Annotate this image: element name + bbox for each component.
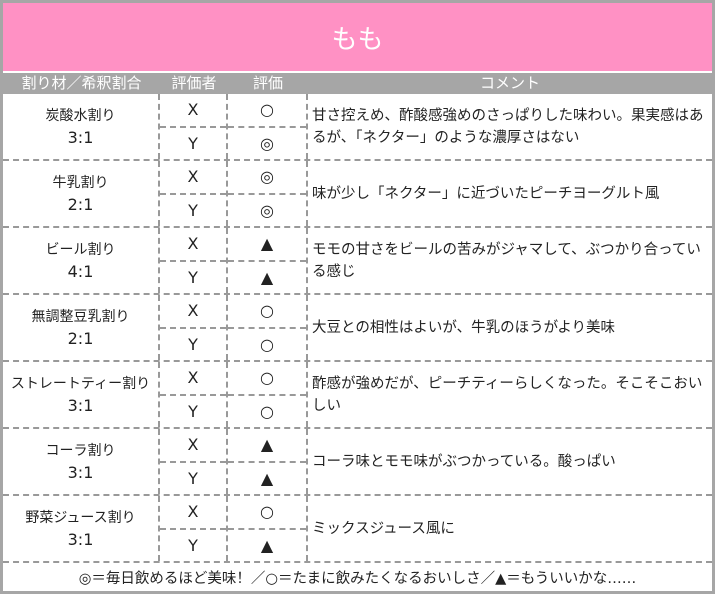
comment: コーラ味とモモ味がぶつかっている。酸っぱい: [312, 453, 616, 470]
mixer-name: 炭酸水割り: [45, 107, 116, 124]
rating-y: ○: [260, 334, 274, 354]
mixer-cell: 野菜ジュース割り 3:1: [3, 496, 160, 561]
comment: モモの甘さをビールの苦みがジャマして、ぶつかり合っている感じ: [312, 241, 701, 280]
mixer-cell: 炭酸水割り 3:1: [3, 94, 160, 159]
mix-ratio: 3:1: [67, 462, 94, 482]
header-rater: 評価者: [171, 74, 217, 92]
mixer-name: コーラ割り: [45, 442, 116, 459]
rater-y: Y: [188, 334, 198, 354]
comment: 味が少し「ネクター」に近づいたピーチヨーグルト風: [312, 185, 660, 202]
header-rating: 評価: [252, 74, 283, 92]
rating-cell: ○ ◎: [228, 94, 308, 159]
rater-y: Y: [188, 267, 198, 287]
mixer-cell: 牛乳割り 2:1: [3, 161, 160, 226]
rating-x: ○: [228, 496, 306, 530]
mixer-name: 無調整豆乳割り: [31, 308, 130, 325]
header-mixer: 割り材／希釈割合: [21, 74, 142, 92]
rating-y: ▲: [260, 535, 274, 555]
rating-x: ○: [228, 362, 306, 396]
mixer-name: 野菜ジュース割り: [25, 509, 136, 526]
rater-x: X: [160, 228, 226, 262]
rater-y: Y: [188, 535, 198, 555]
mixer-cell: 無調整豆乳割り 2:1: [3, 295, 160, 360]
rater-x: X: [160, 94, 226, 128]
rater-y: Y: [188, 133, 198, 153]
rater-x: X: [160, 295, 226, 329]
header-comment: コメント: [479, 74, 540, 92]
comment: ミックスジュース風に: [312, 520, 455, 537]
mixer-cell: ストレートティー割り 3:1: [3, 362, 160, 427]
rater-x: X: [160, 161, 226, 195]
comment: 酢感が強めだが、ピーチティーらしくなった。そこそこおいしい: [312, 375, 703, 414]
legend: ◎＝毎日飲めるほど美味！／○＝たまに飲みたくなるおいしさ／▲＝もういいかな……: [78, 570, 637, 587]
mix-ratio: 2:1: [67, 328, 94, 348]
comment: 大豆との相性はよいが、牛乳のほうがより美味: [312, 319, 616, 336]
table-title: もも: [3, 3, 712, 71]
rating-x: ○: [228, 295, 306, 329]
rating-x: ○: [228, 94, 306, 128]
mixer-name: ストレートティー割り: [10, 375, 151, 392]
rating-cell: ○ ○: [228, 295, 308, 360]
rating-x: ▲: [228, 429, 306, 463]
mixer-name: ビール割り: [45, 241, 116, 258]
rater-y: Y: [188, 468, 198, 488]
mix-ratio: 3:1: [67, 127, 94, 147]
rating-cell: ○ ▲: [228, 496, 308, 561]
mix-ratio: 4:1: [67, 261, 94, 281]
rating-cell: ◎ ◎: [228, 161, 308, 226]
header-row: 割り材／希釈割合 評価者 評価 コメント: [3, 71, 712, 94]
rating-cell: ○ ○: [228, 362, 308, 427]
rater-y: Y: [188, 200, 198, 220]
rating-y: ○: [260, 401, 274, 421]
rating-cell: ▲ ▲: [228, 429, 308, 494]
rating-y: ◎: [260, 133, 274, 153]
mixer-name: 牛乳割り: [52, 174, 109, 191]
rating-y: ◎: [260, 200, 274, 220]
mix-ratio: 2:1: [67, 194, 94, 214]
mixer-cell: ビール割り 4:1: [3, 228, 160, 293]
rater-y: Y: [188, 401, 198, 421]
mixer-cell: コーラ割り 3:1: [3, 429, 160, 494]
rating-cell: ▲ ▲: [228, 228, 308, 293]
mix-ratio: 3:1: [67, 529, 94, 549]
rating-x: ▲: [228, 228, 306, 262]
mix-ratio: 3:1: [67, 395, 94, 415]
rating-x: ◎: [228, 161, 306, 195]
rating-y: ▲: [260, 267, 274, 287]
rater-x: X: [160, 496, 226, 530]
rating-y: ▲: [260, 468, 274, 488]
comment: 甘さ控えめ、酢酸感強めのさっぱりした味わい。果実感はあるが、「ネクター」のような…: [312, 107, 704, 146]
rater-x: X: [160, 362, 226, 396]
rater-x: X: [160, 429, 226, 463]
